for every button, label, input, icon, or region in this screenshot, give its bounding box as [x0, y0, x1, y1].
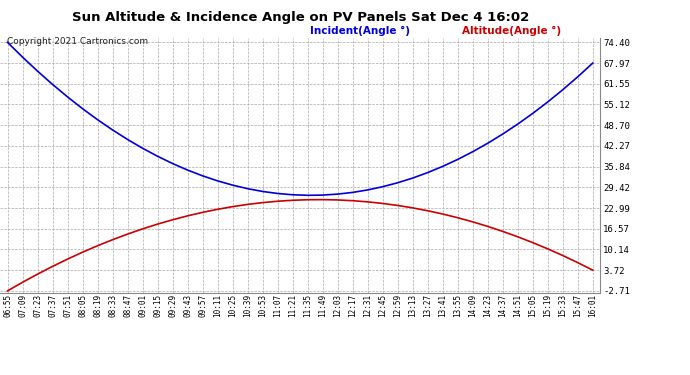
Text: Copyright 2021 Cartronics.com: Copyright 2021 Cartronics.com: [7, 38, 148, 46]
Text: Sun Altitude & Incidence Angle on PV Panels Sat Dec 4 16:02: Sun Altitude & Incidence Angle on PV Pan…: [72, 11, 529, 24]
Text: Altitude(Angle °): Altitude(Angle °): [462, 26, 562, 36]
Text: Incident(Angle °): Incident(Angle °): [310, 26, 411, 36]
